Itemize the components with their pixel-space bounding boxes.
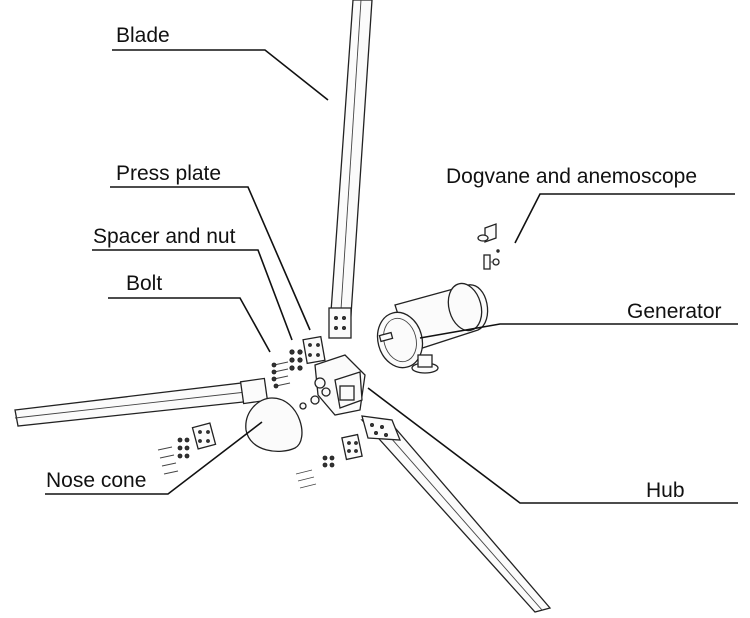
lower-right-blade (360, 415, 552, 613)
press-plate-lower (341, 433, 363, 461)
blade-leader (112, 49, 329, 101)
dogvane-leader (514, 193, 735, 244)
dogvane-and-anemoscope (477, 223, 500, 270)
label-nose-cone: Nose cone (46, 469, 146, 492)
label-press-plate: Press plate (116, 162, 221, 185)
upper-blade (328, 0, 373, 339)
label-hub: Hub (646, 479, 685, 502)
press-plate-upper (302, 335, 326, 365)
bolt-lower (295, 455, 335, 489)
label-blade: Blade (116, 24, 170, 47)
press-plate-left (191, 422, 217, 450)
press-plate-leader (110, 186, 311, 331)
bolt-leader (108, 297, 271, 353)
label-bolt: Bolt (126, 272, 162, 295)
nose-cone (245, 397, 303, 452)
label-dogvane-and-anemoscope: Dogvane and anemoscope (446, 165, 697, 188)
hub-washers (299, 395, 320, 410)
bolt-left (157, 437, 190, 475)
label-spacer-and-nut: Spacer and nut (93, 225, 236, 248)
generator-body (376, 282, 489, 374)
hub-assembly (314, 354, 366, 416)
spacer-and-nut-leader (92, 249, 293, 341)
spacer-and-nut-upper (289, 349, 303, 371)
left-blade (14, 377, 269, 427)
label-generator: Generator (627, 300, 722, 323)
generator-leader (419, 323, 738, 339)
nose-cone-leader (45, 421, 263, 495)
hub-leader (367, 387, 738, 504)
bolt-upper (271, 361, 291, 389)
